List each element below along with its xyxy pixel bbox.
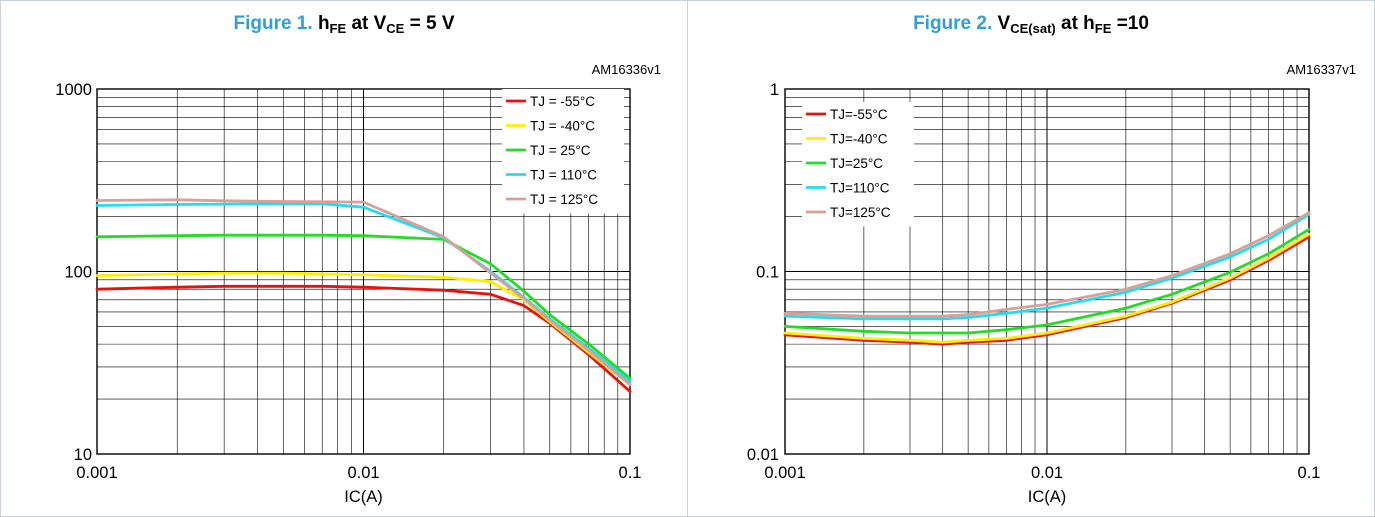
x-axis-label: IC(A) xyxy=(344,488,383,506)
figure-code: AM16336v1 xyxy=(592,62,661,77)
plot-border xyxy=(784,88,1310,455)
series-group xyxy=(783,211,1311,346)
y-tick-label: 0.1 xyxy=(756,264,779,282)
x-tick-label: 0.001 xyxy=(76,464,117,482)
title-part: at V xyxy=(346,13,387,34)
figure-2-title: Figure 2. VCE(sat) at hFE =10 xyxy=(688,7,1374,41)
title-part: h xyxy=(317,13,330,34)
figure-1-panel: Figure 1. hFE at VCE = 5 V AM16336v1 0.00… xyxy=(0,0,688,517)
legend-label: TJ = 125°C xyxy=(530,192,598,207)
series-line xyxy=(95,233,632,380)
legend-label: TJ=125°C xyxy=(830,205,891,220)
plot-border xyxy=(96,88,631,455)
title-part: V xyxy=(997,13,1011,34)
y-tick-label: 100 xyxy=(64,264,92,282)
title-part: =10 xyxy=(1111,13,1149,34)
legend-label: TJ = 110°C xyxy=(530,168,597,183)
title-part: FE xyxy=(329,21,347,36)
legend-label: TJ=25°C xyxy=(830,156,883,171)
figure-number: Figure 2. xyxy=(913,13,993,34)
series-line xyxy=(783,213,1311,321)
title-part: at h xyxy=(1055,13,1095,34)
figure-code: AM16337v1 xyxy=(1287,62,1356,77)
x-tick-label: 0.001 xyxy=(764,464,805,482)
figure-2-panel: Figure 2. VCE(sat) at hFE =10 AM16337v1 0… xyxy=(687,0,1375,517)
legend-label: TJ=-55°C xyxy=(830,107,888,122)
x-tick-label: 0.01 xyxy=(1031,464,1063,482)
series-line xyxy=(783,235,1311,346)
series-line xyxy=(783,232,1311,344)
legend: TJ=-55°C TJ=-40°C TJ=25°C TJ=110°C TJ=125°C xyxy=(802,102,914,227)
y-tick-label: 0.01 xyxy=(747,446,779,464)
figure-number: Figure 1. xyxy=(233,13,313,34)
figure-1-title: Figure 1. hFE at VCE = 5 V xyxy=(1,7,687,41)
y-tick-label: 1 xyxy=(770,81,779,99)
legend-label: TJ = -55°C xyxy=(530,94,595,109)
legend-label: TJ = -40°C xyxy=(530,119,595,134)
x-tick-label: 0.01 xyxy=(347,464,379,482)
series-group xyxy=(95,198,632,393)
legend-label: TJ=-40°C xyxy=(830,132,888,147)
legend: TJ = -55°C TJ = -40°C TJ = 25°C TJ = 110°C T… xyxy=(502,89,624,214)
series-line xyxy=(95,198,632,387)
legend-label: TJ = 25°C xyxy=(530,143,591,158)
title-part: = 5 V xyxy=(404,13,455,34)
y-tick-label: 10 xyxy=(74,446,92,464)
title-part: CE(sat) xyxy=(1010,21,1056,36)
title-part: CE xyxy=(386,21,405,36)
legend-label: TJ=110°C xyxy=(830,181,890,196)
series-line xyxy=(783,211,1311,318)
x-axis-label: IC(A) xyxy=(1028,488,1067,506)
x-tick-label: 0.1 xyxy=(1298,464,1321,482)
title-part: FE xyxy=(1094,21,1112,36)
series-line xyxy=(783,227,1311,335)
y-tick-label: 1000 xyxy=(55,81,92,99)
figure-1-chart: AM16336v1 0.001 0.01 0.1 10 100 1000 IC(A) TJ = … xyxy=(55,62,661,506)
x-tick-label: 0.1 xyxy=(619,464,642,482)
